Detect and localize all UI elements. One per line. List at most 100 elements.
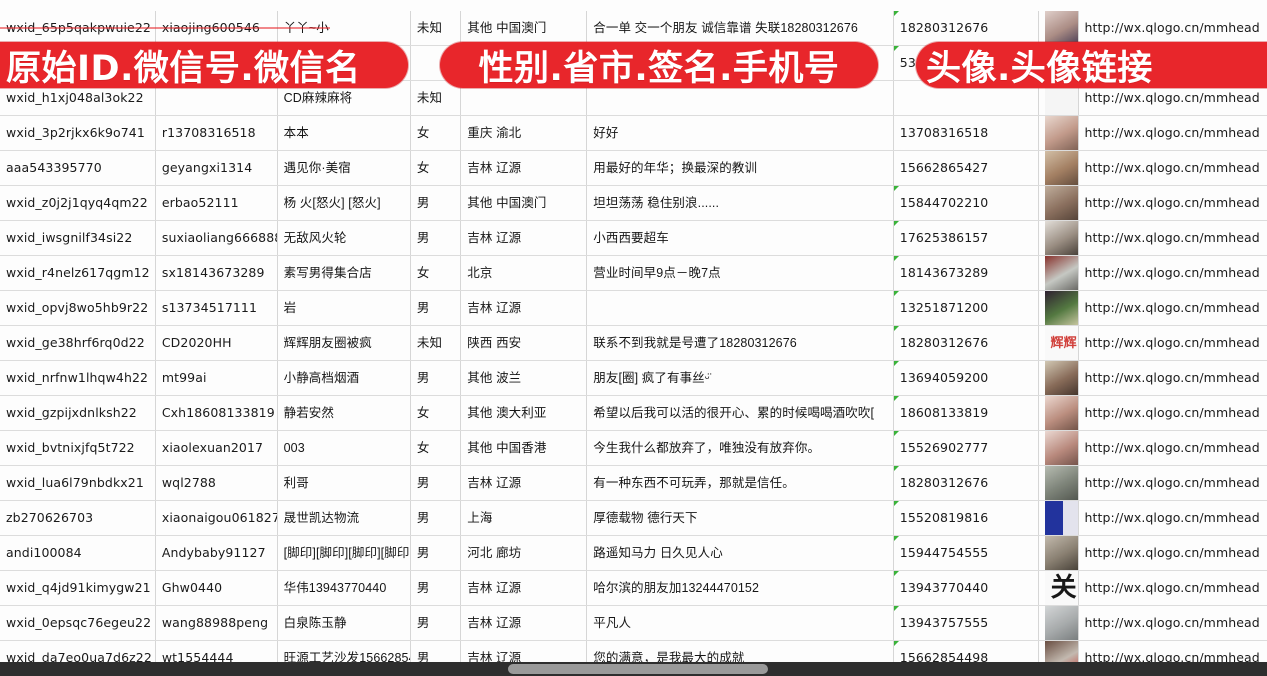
cell-region[interactable]: 吉林 辽源 [460, 465, 588, 501]
cell-nickname[interactable]: 小静高档烟酒 [277, 360, 411, 396]
cell-gender[interactable]: 男 [410, 185, 462, 221]
cell-signature[interactable]: 合一单 交一个朋友 诚信靠谱 失联18280312676 [586, 11, 894, 46]
cell-orig-id[interactable]: wxid_ge38hrf6rq0d22 [0, 325, 156, 361]
cell-avatar[interactable] [1038, 605, 1079, 641]
cell-signature[interactable]: 坦坦荡荡 稳住别浪...... [586, 185, 894, 221]
cell-avatar[interactable] [1038, 465, 1079, 501]
cell-avatar-url[interactable]: http://wx.qlogo.cn/mmhead [1078, 115, 1267, 151]
cell-phone[interactable]: 18280312676 [893, 465, 1039, 501]
cell-signature[interactable]: 好好 [586, 115, 894, 151]
table-row[interactable]: wxid_lua6l79nbdkx21 wql2788 利哥男吉林 辽源 有一种东西不… [0, 465, 1267, 501]
cell-region[interactable]: 吉林 辽源 [460, 290, 588, 326]
cell-gender[interactable]: 男 [410, 535, 462, 571]
cell-signature[interactable]: 路遥知马力 日久见人心 [586, 535, 894, 571]
cell-phone[interactable]: 13943770440 [893, 570, 1039, 606]
cell-avatar[interactable] [1038, 360, 1079, 396]
cell-wx-id[interactable]: wql2788 [155, 465, 278, 501]
cell-gender[interactable]: 男 [410, 465, 462, 501]
cell-region[interactable]: 吉林 辽源 [460, 570, 588, 606]
cell-region[interactable]: 重庆 渝北 [460, 115, 588, 151]
cell-region[interactable]: 陕西 西安 [460, 325, 588, 361]
cell-avatar[interactable]: 关 [1038, 570, 1079, 606]
cell-nickname[interactable]: [脚印][脚印][脚印][脚印 [277, 535, 411, 571]
table-row[interactable]: wxid_opvj8wo5hb9r22 s13734517111 岩男吉林 辽源 13… [0, 290, 1267, 326]
cell-avatar[interactable] [1038, 395, 1079, 431]
cell-orig-id[interactable]: wxid_z0j2j1qyq4qm22 [0, 185, 156, 221]
cell-orig-id[interactable]: wxid_3p2rjkx6k9o741 [0, 115, 156, 151]
cell-nickname[interactable]: 华伟13943770440 [277, 570, 411, 606]
cell-avatar-url[interactable]: http://wx.qlogo.cn/mmhead [1078, 535, 1267, 571]
table-row[interactable]: wxid_3p2rjkx6k9o741 r13708316518 本本女重庆 渝北好… [0, 115, 1267, 151]
cell-wx-id[interactable]: Andybaby91127 [155, 535, 278, 571]
cell-nickname[interactable]: 白泉陈玉静 [277, 605, 411, 641]
cell-avatar-url[interactable]: http://wx.qlogo.cn/mmhead [1078, 220, 1267, 256]
cell-phone[interactable]: 18608133819 [893, 395, 1039, 431]
cell-avatar[interactable] [1038, 535, 1079, 571]
cell-gender[interactable]: 男 [410, 605, 462, 641]
cell-avatar-url[interactable]: http://wx.qlogo.cn/mmhead [1078, 185, 1267, 221]
cell-region[interactable]: 河北 廊坊 [460, 535, 588, 571]
cell-orig-id[interactable]: wxid_opvj8wo5hb9r22 [0, 290, 156, 326]
cell-wx-id[interactable]: xiaonaigou061827 [155, 500, 278, 536]
cell-signature[interactable]: 厚德载物 德行天下 [586, 500, 894, 536]
cell-nickname[interactable]: 素写男得集合店 [277, 255, 411, 291]
cell-phone[interactable]: 15662865427 [893, 150, 1039, 186]
cell-phone[interactable]: 18143673289 [893, 255, 1039, 291]
cell-avatar-url[interactable]: http://wx.qlogo.cn/mmhead [1078, 150, 1267, 186]
cell-nickname[interactable]: 杨 火[怒火] [怒火] [277, 185, 411, 221]
cell-wx-id[interactable]: Cxh18608133819 [155, 395, 278, 431]
cell-phone[interactable]: 15944754555 [893, 535, 1039, 571]
cell-avatar-url[interactable]: http://wx.qlogo.cn/mmhead [1078, 465, 1267, 501]
table-row[interactable]: wxid_nrfnw1lhqw4h22 mt99ai 小静高档烟酒男其他 波兰 朋友[… [0, 360, 1267, 396]
cell-signature[interactable]: 哈尔滨的朋友加13244470152 [586, 570, 894, 606]
cell-region[interactable]: 北京 [460, 255, 588, 291]
table-row[interactable]: wxid_iwsgnilf34si22 suxiaoliang666888 无敌风火… [0, 220, 1267, 256]
cell-signature[interactable]: 用最好的年华；换最深的教训 [586, 150, 894, 186]
cell-avatar-url[interactable]: http://wx.qlogo.cn/mmhead [1078, 500, 1267, 536]
cell-signature[interactable]: 朋友[圈] 疯了有事丝ᵕ̈ [586, 360, 894, 396]
table-row[interactable]: wxid_ge38hrf6rq0d22 CD2020HH 辉辉朋友圈被疯 未知 陕西 西… [0, 325, 1267, 361]
cell-region[interactable]: 其他 中国澳门 [460, 185, 588, 221]
cell-gender[interactable]: 未知 [410, 325, 462, 361]
table-row[interactable]: wxid_q4jd91kimygw21 Ghw0440 华伟13943770440 男… [0, 570, 1267, 606]
horizontal-scrollbar-track[interactable] [0, 662, 1267, 676]
cell-avatar-url[interactable]: http://wx.qlogo.cn/mmhead [1078, 395, 1267, 431]
cell-phone[interactable]: 18280312676 [893, 11, 1039, 46]
cell-gender[interactable]: 男 [410, 290, 462, 326]
cell-wx-id[interactable]: erbao52111 [155, 185, 278, 221]
cell-avatar[interactable] [1038, 11, 1079, 46]
cell-orig-id[interactable]: wxid_q4jd91kimygw21 [0, 570, 156, 606]
table-row[interactable]: wxid_r4nelz617qgm12 sx18143673289 素写男得集合店女… [0, 255, 1267, 291]
cell-signature[interactable] [586, 290, 894, 326]
cell-avatar-url[interactable]: http://wx.qlogo.cn/mmhead [1078, 325, 1267, 361]
cell-gender[interactable]: 女 [410, 115, 462, 151]
cell-orig-id[interactable]: zb270626703 [0, 500, 156, 536]
cell-nickname[interactable]: 本本 [277, 115, 411, 151]
cell-orig-id[interactable]: wxid_nrfnw1lhqw4h22 [0, 360, 156, 396]
table-row[interactable]: wxid_0epsqc76egeu22 wang88988peng 白泉陈玉静男吉林… [0, 605, 1267, 641]
cell-region[interactable]: 其他 澳大利亚 [460, 395, 588, 431]
cell-phone[interactable]: 15526902777 [893, 430, 1039, 466]
cell-orig-id[interactable]: wxid_0epsqc76egeu22 [0, 605, 156, 641]
cell-avatar-url[interactable]: http://wx.qlogo.cn/mmhead [1078, 255, 1267, 291]
cell-gender[interactable]: 男 [410, 220, 462, 256]
cell-avatar-url[interactable]: http://wx.qlogo.cn/mmhead [1078, 570, 1267, 606]
cell-avatar[interactable] [1038, 185, 1079, 221]
cell-signature[interactable]: 营业时间早9点－晚7点 [586, 255, 894, 291]
cell-wx-id[interactable]: sx18143673289 [155, 255, 278, 291]
cell-phone[interactable]: 15520819816 [893, 500, 1039, 536]
cell-nickname[interactable]: 晟世凯达物流 [277, 500, 411, 536]
cell-gender[interactable]: 男 [410, 570, 462, 606]
cell-signature[interactable]: 有一种东西不可玩弄，那就是信任。 [586, 465, 894, 501]
cell-orig-id[interactable]: wxid_iwsgnilf34si22 [0, 220, 156, 256]
horizontal-scrollbar-thumb[interactable] [508, 664, 768, 674]
cell-wx-id[interactable]: mt99ai [155, 360, 278, 396]
cell-wx-id[interactable]: r13708316518 [155, 115, 278, 151]
cell-avatar[interactable] [1038, 290, 1079, 326]
cell-wx-id[interactable]: xiaolexuan2017 [155, 430, 278, 466]
cell-phone[interactable]: 17625386157 [893, 220, 1039, 256]
cell-orig-id[interactable]: andi100084 [0, 535, 156, 571]
cell-region[interactable]: 其他 波兰 [460, 360, 588, 396]
cell-wx-id[interactable]: Ghw0440 [155, 570, 278, 606]
cell-phone[interactable]: 15844702210 [893, 185, 1039, 221]
